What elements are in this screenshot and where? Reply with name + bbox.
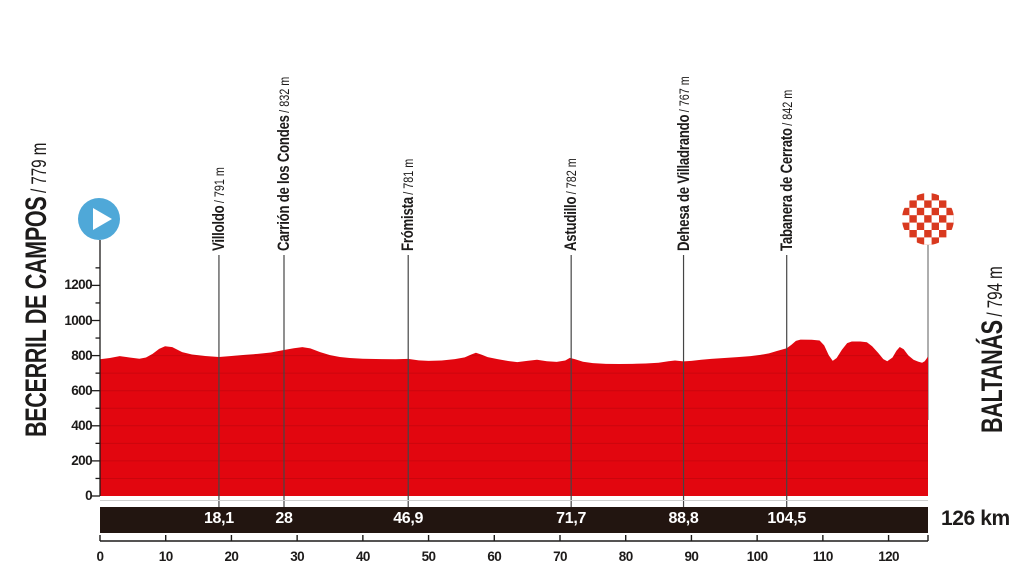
x-axis-tick-label: 30 — [290, 549, 305, 564]
waypoint-altitude: / 791 m — [211, 167, 227, 204]
waypoint-label: Astudillo/ 782 m — [562, 158, 581, 251]
waypoint-altitude: / 767 m — [676, 76, 692, 113]
waypoint-name: Tabanera de Cerrato — [777, 128, 796, 251]
x-axis-tick-label: 0 — [96, 549, 105, 564]
waypoint-altitude: / 832 m — [277, 76, 292, 113]
x-axis-tick-label: 50 — [421, 549, 436, 564]
x-axis-tick-label: 90 — [684, 549, 699, 564]
x-axis-tick-label: 20 — [224, 549, 239, 564]
y-axis-tick-label: 0 — [85, 488, 93, 503]
waypoint-name: Carrión de los Condes — [275, 115, 293, 252]
start-play-button[interactable] — [78, 198, 120, 240]
waypoint-name: Astudillo — [562, 196, 581, 251]
waypoint-km-label: 71,7 — [556, 510, 587, 527]
total-distance-label: 126 km — [941, 507, 1010, 530]
y-axis-tick-label: 1200 — [64, 277, 92, 293]
waypoint-name: Villoldo — [209, 205, 228, 251]
waypoint-label: Tabanera de Cerrato / 842 m — [778, 90, 797, 251]
x-axis-tick-label: 60 — [487, 549, 502, 564]
x-axis — [99, 535, 929, 542]
x-axis-tick-label: 100 — [746, 549, 768, 564]
y-axis-tick-label: 200 — [71, 452, 92, 468]
waypoint-name: Frómista — [399, 197, 418, 251]
distance-bar — [100, 507, 928, 533]
x-axis-tick-label: 70 — [553, 549, 567, 564]
finish-town-name: BALTANÁS — [976, 320, 1009, 433]
y-axis-tick-label: 400 — [71, 417, 92, 433]
y-axis — [92, 240, 101, 497]
x-axis-tick-label: 110 — [812, 549, 834, 564]
waypoint-altitude: / 782 m — [564, 158, 580, 195]
waypoint-km-label: 88,8 — [668, 510, 699, 527]
waypoint-altitude: / 842 m — [779, 89, 795, 126]
waypoint-name: Dehesa de Villadrando — [674, 114, 693, 251]
start-town-altitude: / 779 m — [28, 142, 51, 194]
waypoint-label: Villoldo/ 791 m — [210, 167, 229, 251]
waypoint-km-label: 46,9 — [393, 510, 424, 527]
finish-town-altitude: / 794 m — [984, 266, 1007, 317]
x-axis-tick-label: 10 — [158, 549, 173, 564]
start-town-label: BECERRIL DE CAMPOS/ 779 m — [20, 142, 58, 437]
waypoint-km-label: 18,1 — [203, 510, 234, 527]
waypoint-altitude: / 781 m — [401, 158, 417, 195]
finish-town-label: BALTANÁS / 794 m — [976, 266, 1014, 433]
x-axis-tick-label: 40 — [355, 549, 370, 564]
y-axis-tick-label: 1000 — [64, 312, 92, 328]
play-icon — [93, 208, 112, 230]
start-town-name: BECERRIL DE CAMPOS — [20, 196, 53, 437]
waypoint-label: Dehesa de Villadrando/ 767 m — [675, 76, 694, 251]
waypoint-label: Frómista / 781 m — [399, 159, 418, 251]
checkered-finish-icon — [902, 193, 954, 245]
x-axis-tick-label: 120 — [878, 549, 899, 564]
y-axis-tick-label: 600 — [71, 382, 92, 398]
elevation-area — [100, 339, 928, 496]
waypoint-label: Carrión de los Condes / 832 m — [275, 77, 294, 251]
waypoint-km-label: 28 — [275, 510, 293, 527]
y-axis-tick-label: 800 — [71, 347, 92, 363]
x-axis-tick-label: 80 — [618, 549, 633, 564]
waypoint-km-label: 104,5 — [767, 510, 806, 527]
